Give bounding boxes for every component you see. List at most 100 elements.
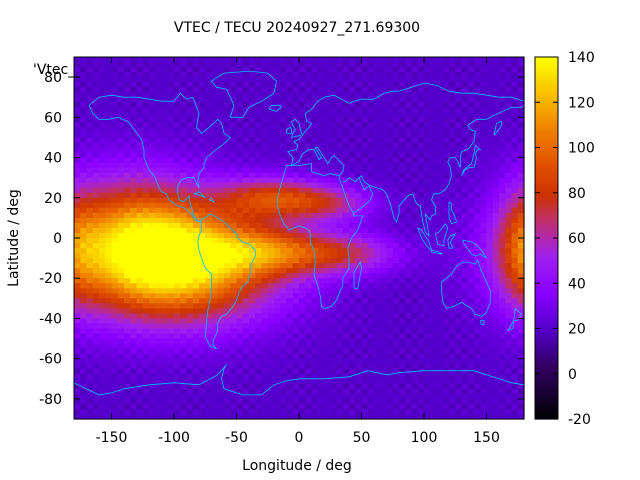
heatmap-cell	[205, 253, 213, 259]
heatmap-cell	[117, 318, 125, 325]
heatmap-cell	[236, 238, 244, 244]
heatmap-cell	[336, 338, 344, 345]
heatmap-cell	[155, 333, 163, 340]
heatmap-cell	[305, 313, 313, 320]
heatmap-cell	[517, 197, 525, 204]
heatmap-cell	[492, 172, 500, 179]
heatmap-cell	[317, 318, 325, 325]
heatmap-cell	[286, 368, 294, 375]
heatmap-cell	[111, 263, 119, 269]
heatmap-cell	[380, 87, 388, 93]
heatmap-cell	[180, 117, 188, 123]
heatmap-cell	[486, 232, 494, 239]
heatmap-cell	[317, 102, 325, 108]
heatmap-cell	[105, 117, 113, 123]
heatmap-cell	[505, 313, 513, 320]
heatmap-cell	[305, 162, 313, 169]
heatmap-cell	[430, 107, 438, 113]
heatmap-cell	[355, 147, 363, 154]
heatmap-cell	[305, 368, 313, 375]
heatmap-cell	[449, 142, 456, 149]
heatmap-cell	[74, 67, 81, 73]
heatmap-cell	[167, 378, 175, 385]
heatmap-cell	[230, 263, 238, 269]
heatmap-cell	[74, 72, 81, 78]
heatmap-cell	[455, 263, 463, 269]
heatmap-cell	[286, 232, 294, 239]
heatmap-cell	[155, 182, 163, 189]
heatmap-cell	[117, 393, 125, 400]
heatmap-cell	[99, 268, 106, 274]
heatmap-cell	[411, 298, 419, 304]
heatmap-cell	[374, 192, 381, 199]
heatmap-cell	[161, 137, 169, 144]
heatmap-cell	[99, 212, 106, 219]
heatmap-cell	[505, 238, 513, 244]
heatmap-cell	[392, 132, 400, 139]
heatmap-cell	[161, 122, 169, 128]
heatmap-cell	[305, 122, 313, 128]
heatmap-cell	[130, 62, 138, 68]
heatmap-cell	[217, 273, 225, 279]
heatmap-cell	[342, 328, 350, 335]
heatmap-cell	[211, 368, 219, 375]
heatmap-cell	[161, 353, 169, 360]
heatmap-cell	[317, 323, 325, 330]
heatmap-cell	[192, 338, 200, 345]
heatmap-cell	[386, 167, 394, 174]
heatmap-cell	[192, 192, 200, 199]
heatmap-cell	[411, 303, 419, 309]
heatmap-cell	[161, 232, 169, 239]
heatmap-cell	[280, 162, 288, 169]
heatmap-cell	[392, 398, 400, 405]
heatmap-cell	[411, 348, 419, 355]
heatmap-cell	[230, 162, 238, 169]
heatmap-cell	[149, 258, 156, 264]
heatmap-cell	[280, 207, 288, 214]
heatmap-cell	[292, 182, 300, 189]
heatmap-cell	[217, 62, 225, 68]
heatmap-cell	[292, 313, 300, 320]
heatmap-cell	[74, 112, 81, 118]
heatmap-cell	[330, 157, 338, 164]
heatmap-cell	[80, 177, 88, 184]
heatmap-cell	[299, 238, 306, 244]
heatmap-cell	[492, 62, 500, 68]
heatmap-cell	[305, 333, 313, 340]
heatmap-cell	[317, 77, 325, 83]
heatmap-cell	[142, 243, 150, 249]
heatmap-cell	[405, 358, 413, 365]
heatmap-cell	[180, 172, 188, 179]
heatmap-cell	[399, 353, 406, 360]
heatmap-cell	[86, 117, 94, 123]
heatmap-cell	[211, 62, 219, 68]
heatmap-cell	[355, 373, 363, 380]
heatmap-cell	[117, 62, 125, 68]
heatmap-cell	[230, 127, 238, 134]
heatmap-cell	[392, 192, 400, 199]
heatmap-cell	[517, 227, 525, 234]
heatmap-cell	[230, 132, 238, 139]
heatmap-cell	[299, 303, 306, 309]
heatmap-cell	[130, 388, 138, 395]
heatmap-cell	[242, 358, 250, 365]
heatmap-cell	[505, 253, 513, 259]
heatmap-cell	[505, 192, 513, 199]
heatmap-cell	[174, 238, 181, 244]
heatmap-cell	[174, 147, 181, 154]
heatmap-cell	[324, 107, 331, 113]
heatmap-cell	[92, 217, 100, 224]
heatmap-cell	[455, 288, 463, 294]
heatmap-cell	[492, 368, 500, 375]
heatmap-cell	[230, 393, 238, 400]
heatmap-cell	[386, 318, 394, 325]
heatmap-cell	[174, 328, 181, 335]
heatmap-cell	[305, 363, 313, 370]
heatmap-cell	[499, 273, 506, 279]
heatmap-cell	[192, 283, 200, 289]
heatmap-cell	[511, 222, 519, 229]
heatmap-cell	[236, 72, 244, 78]
heatmap-cell	[311, 137, 319, 144]
heatmap-cell	[430, 308, 438, 315]
heatmap-cell	[499, 112, 506, 118]
